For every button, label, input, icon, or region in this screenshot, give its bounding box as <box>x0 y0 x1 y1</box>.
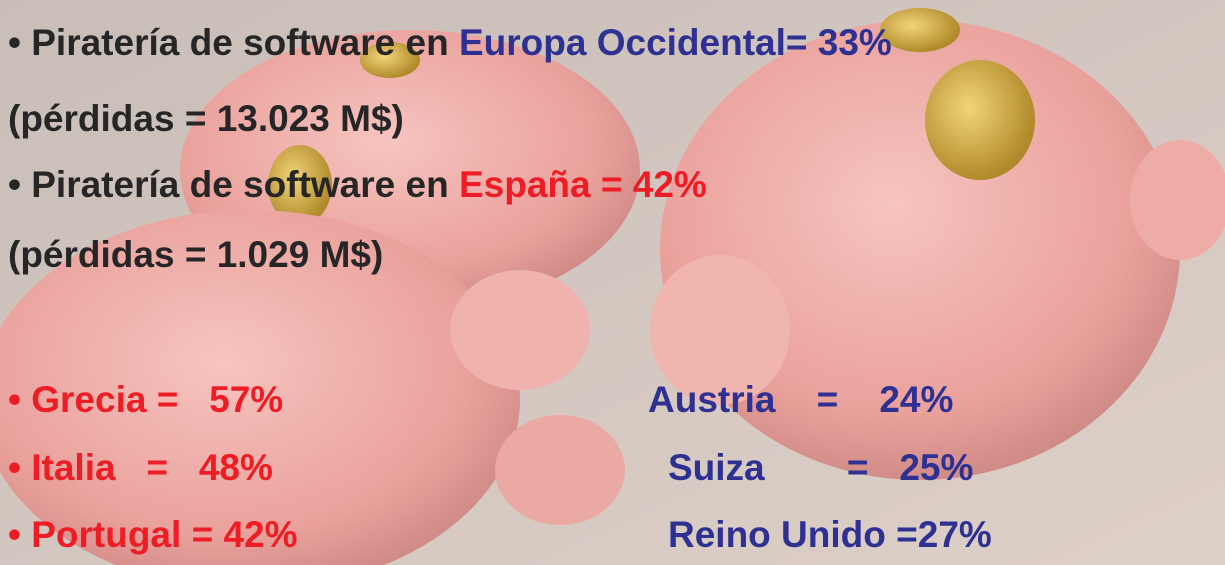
country-stat: • Grecia = 57% <box>8 381 283 418</box>
bullet: • <box>8 22 31 63</box>
text: Portugal = 42% <box>31 514 297 555</box>
text: Italia = 48% <box>31 447 273 488</box>
country-stat: Suiza = 25% <box>668 449 973 486</box>
country-stat: • Italia = 48% <box>8 449 273 486</box>
bullet: • <box>8 379 31 420</box>
highlight: España = 42% <box>459 164 707 205</box>
bullet: • <box>8 447 31 488</box>
country-stat: Reino Unido =27% <box>668 516 992 553</box>
bullet-line: • Piratería de software en Europa Occide… <box>8 24 892 61</box>
bullet: • <box>8 164 31 205</box>
bullet: • <box>8 514 31 555</box>
text: Grecia = 57% <box>31 379 283 420</box>
bullet-line: • Piratería de software en España = 42% <box>8 166 707 203</box>
highlight: Europa Occidental= 33% <box>459 22 892 63</box>
text: Piratería de software en <box>31 164 459 205</box>
text-line: (pérdidas = 1.029 M$) <box>8 236 383 273</box>
country-stat: Austria = 24% <box>648 381 953 418</box>
country-stat: • Portugal = 42% <box>8 516 298 553</box>
slide: • Piratería de software en Europa Occide… <box>0 0 1225 565</box>
text-line: (pérdidas = 13.023 M$) <box>8 100 404 137</box>
text: Piratería de software en <box>31 22 459 63</box>
